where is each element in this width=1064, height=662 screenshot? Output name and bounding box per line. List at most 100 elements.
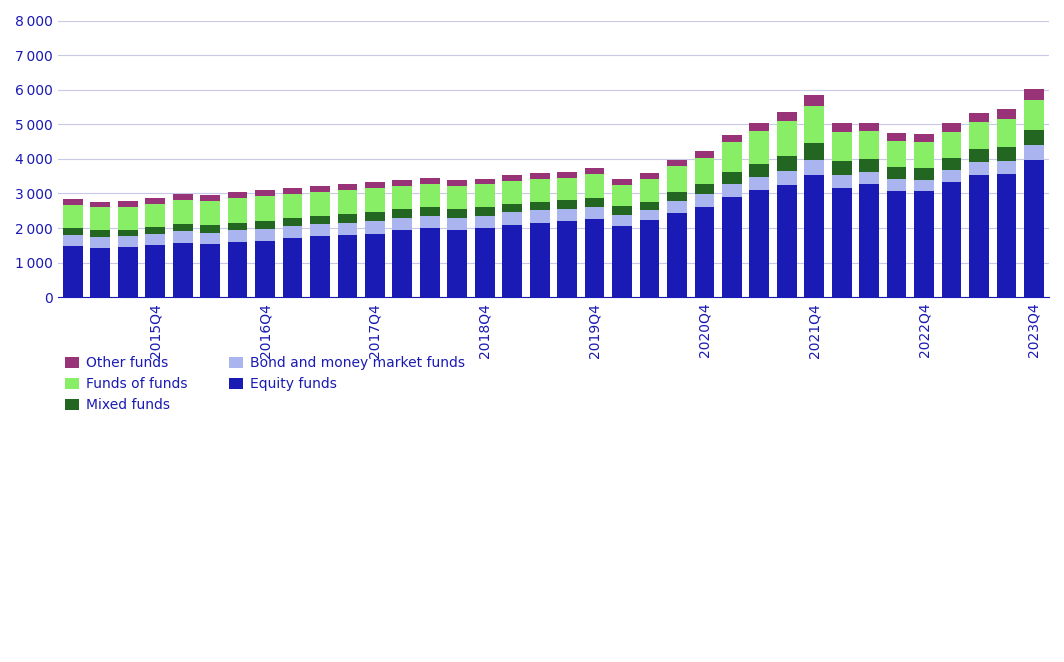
Bar (886, 132, 907, 141)
Bar (255, 190, 275, 196)
Bar (393, 218, 412, 230)
Bar (667, 201, 687, 213)
Bar (639, 179, 660, 202)
Bar (365, 212, 385, 221)
Bar (997, 109, 1016, 118)
Bar (200, 225, 220, 232)
Bar (558, 209, 577, 221)
Bar (228, 230, 248, 242)
Bar (475, 207, 495, 216)
Bar (200, 244, 220, 297)
Bar (502, 203, 522, 212)
Bar (447, 218, 467, 230)
Bar (558, 221, 577, 297)
Bar (283, 218, 302, 226)
Bar (502, 175, 522, 181)
Bar (832, 122, 851, 132)
Bar (255, 240, 275, 297)
Bar (722, 134, 742, 142)
Bar (997, 161, 1016, 174)
Bar (337, 214, 358, 222)
Bar (777, 156, 797, 171)
Bar (530, 222, 549, 297)
Bar (667, 192, 687, 201)
Bar (777, 112, 797, 121)
Bar (118, 201, 137, 207)
Bar (886, 191, 907, 297)
Bar (777, 121, 797, 156)
Bar (146, 234, 165, 246)
Bar (393, 179, 412, 185)
Bar (777, 171, 797, 185)
Bar (475, 185, 495, 207)
Bar (722, 142, 742, 172)
Bar (695, 207, 714, 297)
Bar (283, 238, 302, 297)
Bar (585, 207, 604, 218)
Bar (172, 231, 193, 242)
Bar (639, 173, 660, 179)
Bar (200, 232, 220, 244)
Bar (337, 222, 358, 235)
Bar (969, 113, 988, 122)
Bar (310, 192, 330, 216)
Bar (146, 227, 165, 234)
Bar (283, 226, 302, 238)
Bar (695, 194, 714, 207)
Bar (228, 199, 248, 223)
Bar (612, 214, 632, 226)
Bar (90, 248, 111, 297)
Bar (860, 172, 879, 184)
Bar (585, 218, 604, 297)
Bar (612, 179, 632, 185)
Bar (118, 236, 137, 247)
Bar (63, 199, 83, 205)
Bar (502, 224, 522, 297)
Bar (228, 242, 248, 297)
Bar (612, 207, 632, 214)
Bar (118, 247, 137, 297)
Bar (804, 142, 825, 160)
Bar (969, 149, 988, 162)
Bar (255, 221, 275, 229)
Bar (365, 187, 385, 212)
Bar (172, 194, 193, 200)
Bar (420, 216, 439, 228)
Bar (447, 185, 467, 209)
Bar (667, 160, 687, 166)
Bar (393, 209, 412, 218)
Bar (914, 191, 934, 297)
Bar (695, 184, 714, 194)
Bar (860, 184, 879, 297)
Bar (283, 194, 302, 218)
Bar (832, 188, 851, 297)
Bar (172, 242, 193, 297)
Bar (777, 185, 797, 297)
Bar (860, 123, 879, 131)
Bar (886, 179, 907, 191)
Bar (722, 172, 742, 184)
Bar (447, 180, 467, 185)
Bar (420, 184, 439, 207)
Bar (63, 235, 83, 246)
Bar (585, 168, 604, 175)
Bar (749, 123, 769, 131)
Bar (639, 202, 660, 211)
Bar (942, 158, 962, 170)
Bar (695, 152, 714, 158)
Bar (337, 235, 358, 297)
Bar (558, 171, 577, 177)
Bar (310, 236, 330, 297)
Bar (475, 216, 495, 228)
Bar (997, 147, 1016, 161)
Bar (393, 185, 412, 209)
Legend: Other funds, Funds of funds, Mixed funds, Bond and money market funds, Equity fu: Other funds, Funds of funds, Mixed funds… (65, 356, 465, 412)
Bar (997, 174, 1016, 297)
Bar (804, 106, 825, 142)
Bar (942, 123, 962, 132)
Bar (804, 175, 825, 297)
Bar (228, 192, 248, 199)
Bar (146, 204, 165, 227)
Bar (502, 181, 522, 203)
Bar (530, 179, 549, 202)
